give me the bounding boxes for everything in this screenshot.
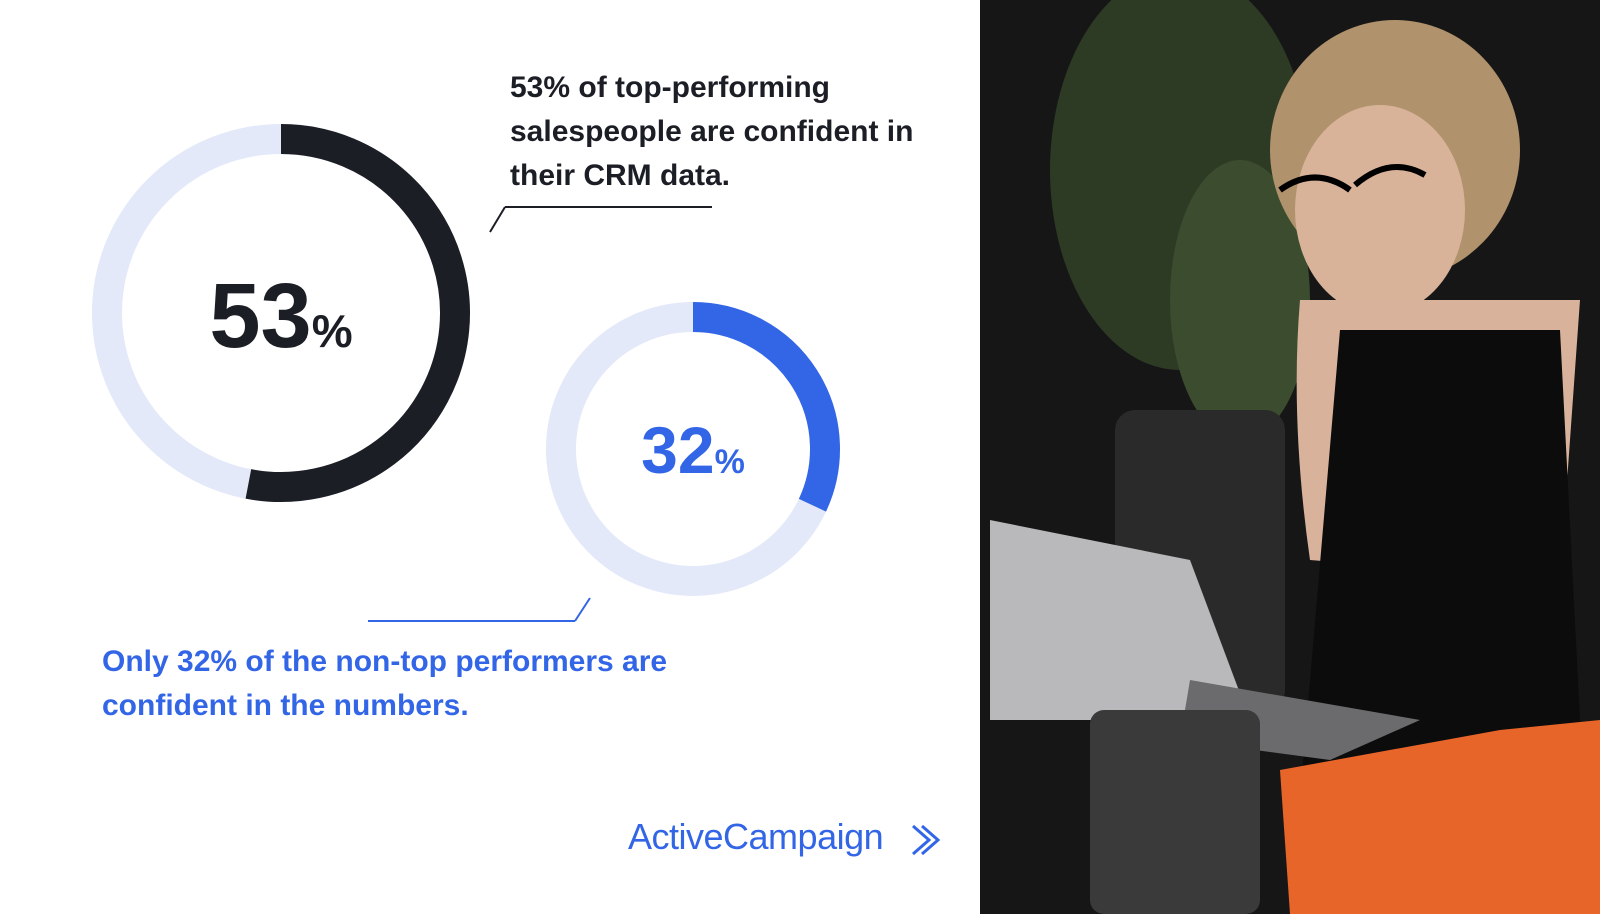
donut-arc bbox=[245, 124, 470, 502]
donut-arc bbox=[692, 302, 840, 512]
callout-line bbox=[489, 206, 506, 233]
value-label: 32% bbox=[641, 413, 745, 487]
brand-chevron bbox=[912, 824, 941, 856]
annotation: Only 32% of the non-top performers are c… bbox=[102, 645, 668, 722]
photo bbox=[980, 0, 1600, 914]
annotation: 53% of top-performing salespeople are co… bbox=[510, 71, 914, 192]
value-label: 53% bbox=[209, 265, 352, 367]
brand-logo: ActiveCampaign bbox=[628, 816, 884, 857]
callout-line bbox=[574, 597, 591, 622]
